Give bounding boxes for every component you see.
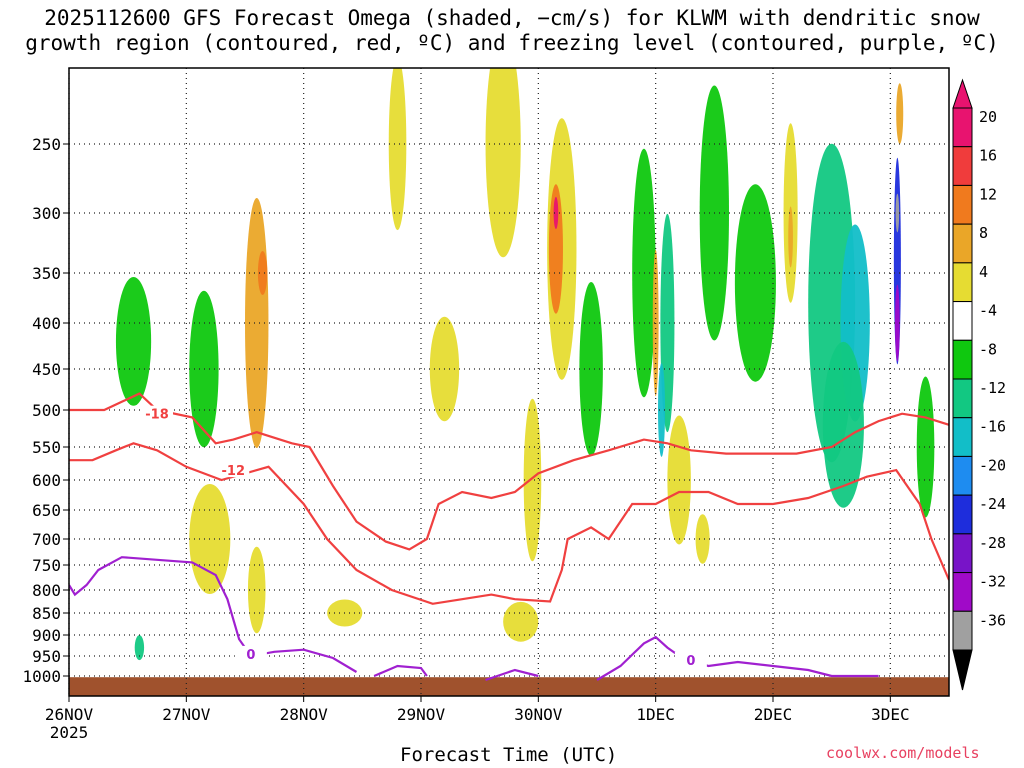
freezing-contour-label: 0 (686, 654, 695, 669)
ground-fill (69, 677, 949, 696)
y-tick-label: 700 (32, 530, 61, 549)
omega-feature (247, 546, 266, 634)
colorbar-swatch (952, 494, 973, 535)
colorbar-label: -28 (979, 534, 1006, 552)
colorbar-label: -8 (979, 340, 997, 358)
omega-feature (503, 601, 539, 642)
colorbar-label: 16 (979, 147, 997, 165)
colorbar-swatch (952, 262, 973, 303)
omega-feature (895, 284, 900, 362)
y-tick-label: 450 (32, 360, 61, 379)
x-axis-title: Forecast Time (UTC) (400, 744, 618, 766)
y-tick-label: 850 (32, 604, 61, 623)
omega-feature (916, 376, 935, 518)
y-tick-label: 400 (32, 314, 61, 333)
dgz-contour-line (69, 392, 949, 551)
colorbar-swatch (952, 572, 973, 612)
chart-title-line-2: growth region (contoured, red, ºC) and f… (25, 31, 999, 55)
y-tick-label: 500 (32, 401, 61, 420)
colorbar-swatch (952, 378, 973, 419)
dgz-contour-line (69, 442, 949, 605)
omega-feature (632, 148, 656, 398)
y-tick-label: 1000 (22, 667, 61, 686)
omega-feature (485, 68, 521, 258)
chart-title-line-1: 2025112600 GFS Forecast Omega (shaded, −… (44, 6, 980, 30)
x-tick-label: 26NOV (45, 705, 94, 724)
freezing-contour-label: 0 (246, 648, 255, 663)
y-tick-label: 800 (32, 581, 61, 600)
colorbar-swatch (952, 184, 973, 225)
colorbar-bottom-arrow (952, 649, 973, 691)
colorbar-top-arrow (952, 78, 973, 109)
x-year-label: 2025 (50, 723, 89, 742)
colorbar-label: -36 (979, 611, 1006, 629)
dgz-contour-label: -12 (222, 464, 246, 479)
freezing-contour-line (485, 668, 539, 682)
omega-feature (134, 635, 145, 661)
freezing-contour-line (373, 664, 428, 678)
y-tick-label: 300 (32, 204, 61, 223)
colorbar-swatch (952, 339, 973, 380)
colorbar-label: 8 (979, 224, 988, 242)
colorbar-swatch (952, 301, 973, 341)
y-tick-label: 250 (32, 135, 61, 154)
omega-feature (895, 193, 900, 233)
dgz-contour-label-bg (217, 462, 250, 478)
omega-feature (579, 282, 603, 456)
colorbar-swatch (952, 107, 973, 148)
omega-feature (189, 290, 219, 448)
x-tick-label: 1DEC (636, 705, 675, 724)
x-tick-label: 30NOV (514, 705, 563, 724)
omega-feature (388, 68, 407, 231)
omega-feature (257, 251, 268, 295)
omega-feature (658, 363, 666, 457)
x-tick-label: 3DEC (871, 705, 910, 724)
omega-feature (523, 398, 542, 562)
colorbar-label: -24 (979, 495, 1006, 513)
freezing-contour-line (69, 556, 358, 673)
omega-feature (553, 196, 559, 230)
x-tick-label: 28NOV (280, 705, 329, 724)
omega-feature (788, 206, 793, 268)
dgz-contour-label: -18 (145, 408, 169, 423)
freezing-contour-label-bg (674, 652, 707, 667)
credit-link[interactable]: coolwx.com/models (826, 744, 980, 762)
colorbar-swatch (952, 417, 973, 457)
dgz-contour-label-bg (141, 405, 173, 421)
colorbar-label: -32 (979, 573, 1006, 591)
y-tick-label: 650 (32, 501, 61, 520)
y-tick-label: 350 (32, 264, 61, 283)
colorbar-label: -12 (979, 379, 1006, 397)
y-tick-label: 550 (32, 438, 61, 457)
colorbar-swatch (952, 533, 973, 574)
colorbar-label: -20 (979, 456, 1006, 474)
colorbar-swatch (952, 146, 973, 186)
x-tick-label: 29NOV (397, 705, 446, 724)
colorbar-label: -4 (979, 302, 997, 320)
omega-feature (115, 277, 152, 406)
omega-feature (734, 184, 776, 382)
x-tick-label: 27NOV (162, 705, 211, 724)
colorbar-label: 20 (979, 108, 997, 126)
y-tick-label: 600 (32, 471, 61, 490)
y-tick-label: 750 (32, 556, 61, 575)
colorbar-label: 12 (979, 185, 997, 203)
y-tick-label: 900 (32, 626, 61, 645)
colorbar-swatch (952, 455, 973, 496)
omega-feature (896, 83, 904, 144)
y-tick-label: 950 (32, 647, 61, 666)
colorbar-label: -16 (979, 418, 1006, 436)
omega-feature (548, 184, 563, 314)
x-tick-label: 2DEC (754, 705, 793, 724)
omega-feature (822, 341, 864, 508)
colorbar-label: 4 (979, 263, 988, 281)
plot-frame (68, 67, 950, 697)
omega-feature (695, 514, 710, 564)
freezing-contour-label-bg (234, 645, 267, 661)
colorbar-swatch (952, 610, 973, 651)
colorbar-swatch (952, 223, 973, 264)
